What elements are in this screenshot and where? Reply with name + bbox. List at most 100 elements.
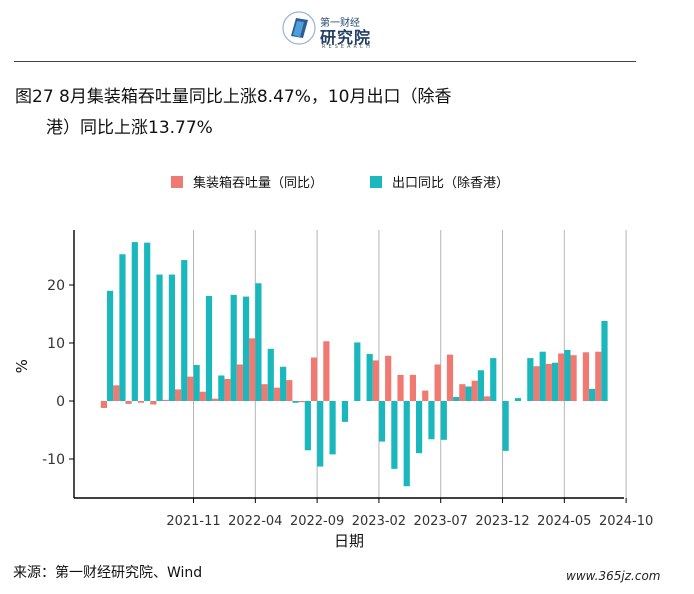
- bar-throughput: [113, 385, 120, 401]
- bar-throughput: [298, 401, 305, 403]
- bar-exports: [391, 401, 398, 469]
- bar-exports: [564, 349, 571, 401]
- bar-throughput: [273, 387, 281, 401]
- bar-exports: [551, 362, 559, 401]
- bar-throughput: [582, 352, 590, 401]
- bar-throughput: [446, 354, 454, 401]
- bar-throughput: [137, 401, 145, 403]
- bar-exports: [131, 242, 138, 401]
- bar-throughput: [310, 357, 318, 401]
- bar-exports: [292, 401, 299, 403]
- bar-exports: [416, 401, 423, 454]
- bar-exports: [428, 401, 435, 440]
- bar-throughput: [224, 378, 231, 401]
- x-tick-label: 2022-04: [228, 514, 282, 529]
- bar-throughput: [533, 366, 540, 401]
- chart-legend: 集装箱吞吐量（同比） 出口同比（除香港）: [0, 172, 694, 192]
- bar-exports: [477, 370, 484, 401]
- x-tick-label: 2024-10: [599, 514, 653, 529]
- bar-throughput: [286, 380, 293, 401]
- bar-throughput: [434, 364, 441, 401]
- bar-throughput: [261, 384, 268, 401]
- bar-exports: [107, 290, 114, 401]
- y-tick-label: 10: [47, 336, 65, 352]
- bar-throughput: [409, 374, 416, 401]
- bar-exports: [144, 242, 151, 401]
- bar-throughput: [385, 355, 392, 401]
- header-divider: [14, 61, 636, 62]
- x-tick-label: 2022-09: [290, 514, 344, 529]
- bar-exports: [354, 342, 361, 401]
- bar-throughput: [595, 351, 602, 401]
- bar-throughput: [323, 341, 330, 401]
- bar-throughput: [236, 364, 243, 401]
- x-tick-label: 2024-05: [537, 514, 591, 529]
- bar-exports: [601, 320, 608, 401]
- bar-throughput: [372, 360, 379, 401]
- legend-item-container-throughput: 集装箱吞吐量（同比）: [171, 172, 323, 191]
- bar-throughput: [570, 355, 577, 401]
- y-tick-label: -10: [42, 452, 65, 468]
- bar-exports: [317, 401, 324, 467]
- legend-label-throughput: 集装箱吞吐量（同比）: [193, 176, 324, 191]
- bar-exports: [465, 386, 472, 401]
- y-tick-label: 0: [56, 394, 65, 410]
- bar-exports: [304, 401, 311, 451]
- bar-throughput: [125, 401, 132, 404]
- bar-throughput: [187, 376, 194, 401]
- y-tick-label: 20: [47, 278, 65, 294]
- bar-throughput: [397, 374, 404, 401]
- bar-throughput: [174, 389, 182, 401]
- bar-exports: [218, 375, 225, 401]
- bar-exports: [378, 401, 386, 442]
- legend-item-container-exports: 出口同比（除香港）: [370, 172, 509, 191]
- logo-top-text: 第一财经: [320, 18, 360, 29]
- title-line-1: 图27 8月集装箱吞吐量同比上涨8.47%，10月出口（除香: [15, 87, 452, 107]
- bar-throughput: [150, 401, 157, 405]
- book-logo-icon: [282, 11, 316, 45]
- bar-exports: [119, 254, 126, 401]
- bar-exports: [329, 401, 336, 455]
- bar-throughput: [212, 398, 219, 401]
- bar-exports: [453, 396, 460, 401]
- bar-exports: [366, 354, 373, 401]
- bar-throughput: [100, 401, 107, 408]
- bar-throughput: [422, 390, 429, 401]
- source-note: 来源：第一财经研究院、Wind: [13, 565, 203, 581]
- bar-exports: [341, 401, 349, 422]
- bar-exports: [242, 296, 250, 401]
- bar-exports: [539, 351, 546, 401]
- bar-exports: [205, 296, 213, 401]
- x-tick-label: 2023-07: [414, 514, 468, 529]
- bar-exports: [156, 274, 163, 401]
- x-tick-label: 2021-11: [166, 514, 220, 529]
- x-axis-label: 日期: [334, 532, 364, 550]
- legend-swatch-exports: [370, 175, 382, 188]
- bar-exports: [490, 358, 497, 401]
- bar-exports: [403, 401, 410, 487]
- bar-throughput: [459, 384, 466, 401]
- bar-throughput: [545, 363, 552, 401]
- bar-exports: [589, 388, 596, 401]
- bar-exports: [193, 365, 200, 401]
- bar-exports: [168, 274, 175, 401]
- bar-exports: [230, 294, 237, 401]
- bar-throughput: [558, 353, 565, 401]
- title-line-2: 港）同比上涨13.77%: [46, 118, 213, 138]
- bar-throughput: [249, 338, 256, 401]
- logo-main-text: 研究院: [320, 28, 372, 47]
- watermark-text: www.365jz.com: [566, 569, 661, 583]
- bar-throughput: [199, 391, 206, 401]
- bar-exports: [440, 401, 447, 440]
- bar-exports: [181, 260, 188, 401]
- logo-sub-text: RESEARCH: [322, 44, 373, 50]
- bar-exports: [267, 348, 274, 401]
- legend-swatch-throughput: [171, 175, 183, 188]
- figure-title: 图27 8月集装箱吞吐量同比上涨8.47%，10月出口（除香 港）同比上涨13.…: [15, 86, 452, 139]
- x-tick-label: 2023-02: [352, 514, 406, 529]
- bar-throughput: [471, 380, 478, 401]
- x-tick-label: 2023-12: [475, 514, 529, 529]
- bar-exports: [280, 366, 287, 401]
- bar-exports: [255, 283, 262, 401]
